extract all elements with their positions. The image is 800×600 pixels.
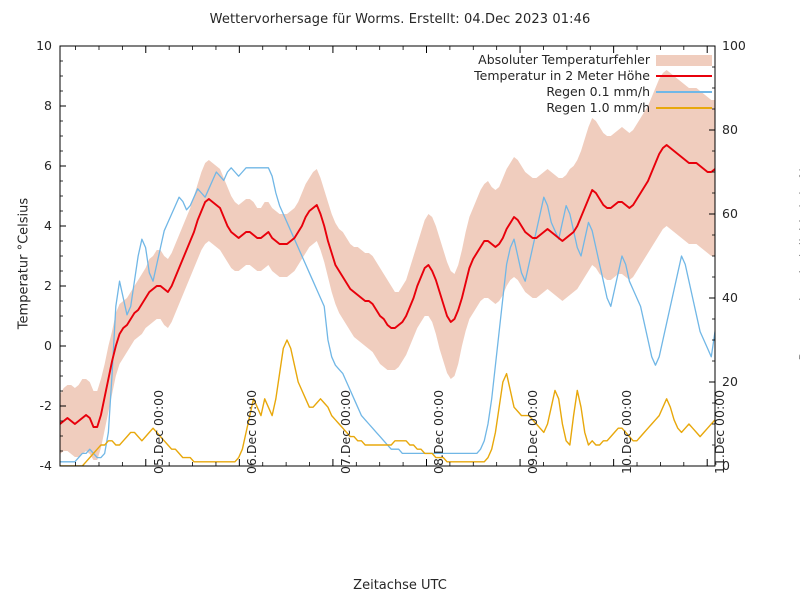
y-tick-label-right: 40: [722, 290, 738, 305]
legend-label-band: Absoluter Temperaturfehler: [478, 52, 650, 67]
legend-label-rain01: Regen 0.1 mm/h: [546, 84, 650, 99]
page-title: Wettervorhersage für Worms. Erstellt: 04…: [209, 12, 591, 27]
y-tick-label-left: 10: [36, 38, 52, 53]
rain-10-line: [60, 339, 715, 466]
temperature-error-band: [60, 70, 715, 460]
y-tick-label-left: 4: [44, 218, 52, 233]
legend-item-temperature: Temperatur in 2 Meter Höhe: [430, 68, 712, 84]
y-tick-label-right: 60: [722, 206, 738, 221]
y-tick-label-left: -4: [39, 458, 52, 473]
x-tick-label: 09.Dec 00:00: [525, 389, 541, 474]
legend-swatch-rain10: [656, 107, 712, 109]
y-tick-label-left: 6: [44, 158, 52, 173]
x-tick-label: 06.Dec 00:00: [244, 389, 260, 474]
y-tick-label-right: 80: [722, 122, 738, 137]
x-tick-label: 07.Dec 00:00: [337, 389, 353, 474]
y-tick-label-right: 20: [722, 374, 738, 389]
legend-item-band: Absoluter Temperaturfehler: [430, 52, 712, 68]
y-tick-label-left: 8: [44, 98, 52, 113]
legend-key-temperature: [656, 68, 712, 84]
legend: Absoluter Temperaturfehler Temperatur in…: [430, 52, 712, 124]
x-tick-label: 05.Dec 00:00: [150, 389, 166, 474]
legend-swatch-band: [656, 55, 712, 66]
legend-item-rain10: Regen 1.0 mm/h: [430, 100, 712, 116]
x-tick-label: 10.Dec 00:00: [618, 389, 634, 474]
temperature-line: [60, 144, 715, 428]
y-tick-label-left: 2: [44, 278, 52, 293]
y-tick-label-right: 100: [722, 38, 746, 53]
x-axis-title: Zeitachse UTC: [353, 578, 447, 593]
y-tick-label-left: -2: [39, 398, 52, 413]
x-tick-label: 11.Dec 00:00: [712, 389, 728, 474]
y-tick-label-left: 0: [44, 338, 52, 353]
legend-swatch-rain01: [656, 91, 712, 93]
legend-swatch-temperature: [656, 75, 712, 77]
x-tick-label: 08.Dec 00:00: [431, 389, 447, 474]
legend-label-temperature: Temperatur in 2 Meter Höhe: [474, 68, 650, 83]
legend-item-rain01: Regen 0.1 mm/h: [430, 84, 712, 100]
legend-key-rain10: [656, 100, 712, 116]
legend-key-rain01: [656, 84, 712, 100]
legend-label-rain10: Regen 1.0 mm/h: [546, 100, 650, 115]
legend-key-band: [656, 52, 712, 68]
y-tick-label-right: 0: [722, 458, 730, 473]
